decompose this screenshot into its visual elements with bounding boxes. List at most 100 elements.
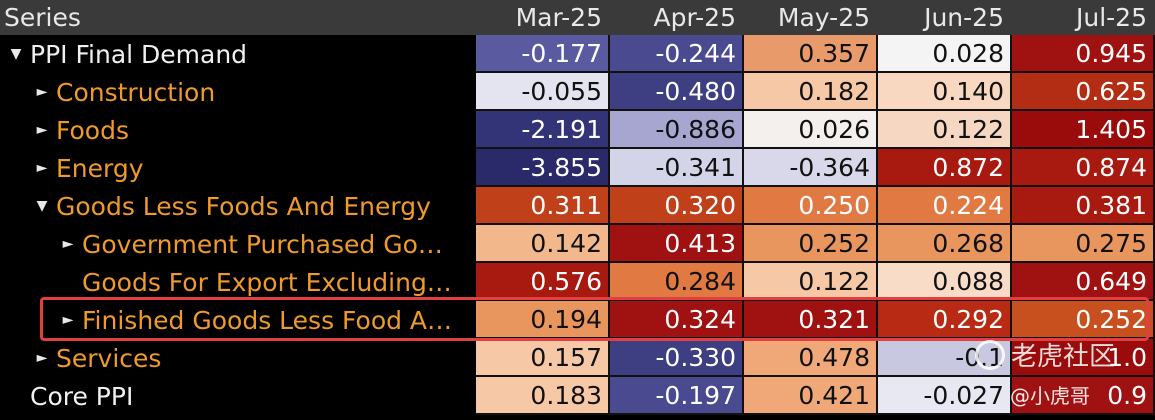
collapse-triangle-icon[interactable]: ▼: [10, 46, 22, 62]
value-cell[interactable]: -3.855: [476, 149, 610, 187]
series-label: Government Purchased Go…: [82, 229, 443, 259]
value-cell[interactable]: -0.244: [610, 35, 744, 73]
expand-triangle-icon[interactable]: ►: [36, 122, 48, 138]
value-cell[interactable]: 0.088: [878, 263, 1012, 301]
column-header-mar[interactable]: Mar-25: [515, 3, 602, 32]
value-cell[interactable]: 0.252: [1012, 301, 1155, 339]
series-label: Services: [56, 343, 162, 373]
value-cell[interactable]: -0.055: [476, 73, 610, 111]
value-cell[interactable]: 0.324: [610, 301, 744, 339]
value-cell[interactable]: 0.320: [610, 187, 744, 225]
series-name-cell[interactable]: ▼ Goods Less Foods And Energy: [0, 187, 476, 225]
column-header-jul[interactable]: Jul-25: [1076, 3, 1147, 32]
tiger-logo-icon: [975, 339, 1005, 370]
value-cell[interactable]: 0.157: [476, 339, 610, 377]
series-header[interactable]: Series: [4, 3, 81, 32]
value-cell[interactable]: 0.252: [744, 225, 878, 263]
table-row[interactable]: ► Services 0.157 -0.330 0.478 -0.1 1.0: [0, 339, 1155, 377]
table-row[interactable]: ▼ PPI Final Demand -0.177 -0.244 0.357 0.028 0…: [0, 35, 1155, 73]
series-name-cell[interactable]: ► Energy: [0, 149, 476, 187]
expand-triangle-icon[interactable]: ►: [36, 84, 48, 100]
table-row[interactable]: Core PPI 0.183 -0.197 0.421 -0.027 0.9: [0, 377, 1155, 415]
watermark-brand-text: 老虎社区: [1011, 342, 1116, 372]
value-cell[interactable]: 0.649: [1012, 263, 1155, 301]
series-label: Goods For Export Excluding…: [82, 267, 452, 297]
value-cell[interactable]: 0.122: [744, 263, 878, 301]
value-cell[interactable]: 0.413: [610, 225, 744, 263]
value-cell[interactable]: 0.028: [878, 35, 1012, 73]
table-body: ▼ PPI Final Demand -0.177 -0.244 0.357 0.028 0…: [0, 35, 1155, 415]
column-header-apr[interactable]: Apr-25: [653, 3, 736, 32]
series-label: Goods Less Foods And Energy: [56, 191, 431, 221]
value-cell[interactable]: -0.177: [476, 35, 610, 73]
value-cell[interactable]: 0.625: [1012, 73, 1155, 111]
value-cell[interactable]: 0.9: [1012, 377, 1155, 415]
series-label: Foods: [56, 115, 129, 145]
series-label: Energy: [56, 153, 144, 183]
table-row[interactable]: Goods For Export Excluding… 0.576 0.284 0.1…: [0, 263, 1155, 301]
series-name-cell[interactable]: ► Construction: [0, 73, 476, 111]
series-name-cell[interactable]: Core PPI: [0, 377, 476, 415]
value-cell[interactable]: -2.191: [476, 111, 610, 149]
value-cell[interactable]: -0.330: [610, 339, 744, 377]
value-cell[interactable]: -0.886: [610, 111, 744, 149]
expand-triangle-icon[interactable]: ►: [36, 350, 48, 366]
value-cell[interactable]: 0.292: [878, 301, 1012, 339]
value-cell[interactable]: 0.872: [878, 149, 1012, 187]
value-cell[interactable]: -0.197: [610, 377, 744, 415]
value-cell[interactable]: 0.311: [476, 187, 610, 225]
value-cell[interactable]: 0.284: [610, 263, 744, 301]
expand-triangle-icon[interactable]: ►: [36, 160, 48, 176]
value-cell[interactable]: 0.576: [476, 263, 610, 301]
value-cell[interactable]: 0.026: [744, 111, 878, 149]
value-cell[interactable]: -0.364: [744, 149, 878, 187]
series-label: Finished Goods Less Food A…: [82, 305, 453, 335]
series-name-cell[interactable]: ► Finished Goods Less Food A…: [0, 301, 476, 339]
series-label: PPI Final Demand: [30, 39, 248, 69]
watermark-brand: 老虎社区: [975, 336, 1115, 373]
column-header-jun[interactable]: Jun-25: [924, 3, 1004, 32]
table-header: Series Mar-25 Apr-25 May-25 Jun-25 Jul-2…: [0, 0, 1155, 35]
value-cell[interactable]: 0.321: [744, 301, 878, 339]
table-row[interactable]: ► Construction -0.055 -0.480 0.182 0.140 0.625: [0, 73, 1155, 111]
value-cell[interactable]: 0.250: [744, 187, 878, 225]
value-cell[interactable]: 0.122: [878, 111, 1012, 149]
series-name-cell[interactable]: ► Government Purchased Go…: [0, 225, 476, 263]
value-cell[interactable]: 0.183: [476, 377, 610, 415]
watermark-handle: @小虎哥: [1010, 384, 1090, 408]
table-row[interactable]: ► Foods -2.191 -0.886 0.026 0.122 1.405: [0, 111, 1155, 149]
value-cell[interactable]: 0.357: [744, 35, 878, 73]
table-row[interactable]: ► Energy -3.855 -0.341 -0.364 0.872 0.874: [0, 149, 1155, 187]
collapse-triangle-icon[interactable]: ▼: [36, 198, 48, 214]
series-label: Core PPI: [30, 381, 134, 411]
series-name-cell[interactable]: ► Foods: [0, 111, 476, 149]
value-cell[interactable]: 0.874: [1012, 149, 1155, 187]
table-row[interactable]: ► Finished Goods Less Food A… 0.194 0.324 0.…: [0, 301, 1155, 339]
value-cell[interactable]: 0.381: [1012, 187, 1155, 225]
table-row[interactable]: ► Government Purchased Go… 0.142 0.413 0.252…: [0, 225, 1155, 263]
series-label: Construction: [56, 77, 216, 107]
value-cell[interactable]: -0.027: [878, 377, 1012, 415]
value-cell[interactable]: 1.0: [1012, 339, 1155, 377]
value-cell[interactable]: 0.182: [744, 73, 878, 111]
value-cell[interactable]: 1.405: [1012, 111, 1155, 149]
column-header-may[interactable]: May-25: [777, 3, 870, 32]
table-row[interactable]: ▼ Goods Less Foods And Energy 0.311 0.320 0.…: [0, 187, 1155, 225]
value-cell[interactable]: 0.142: [476, 225, 610, 263]
value-cell[interactable]: 0.224: [878, 187, 1012, 225]
value-cell[interactable]: 0.194: [476, 301, 610, 339]
value-cell[interactable]: 0.275: [1012, 225, 1155, 263]
value-cell[interactable]: -0.341: [610, 149, 744, 187]
value-cell[interactable]: -0.480: [610, 73, 744, 111]
value-cell[interactable]: 0.945: [1012, 35, 1155, 73]
value-cell[interactable]: 0.140: [878, 73, 1012, 111]
series-name-cell[interactable]: Goods For Export Excluding…: [0, 263, 476, 301]
value-cell[interactable]: 0.421: [744, 377, 878, 415]
expand-triangle-icon[interactable]: ►: [62, 236, 74, 252]
series-name-cell[interactable]: ► Services: [0, 339, 476, 377]
value-cell[interactable]: 0.268: [878, 225, 1012, 263]
value-cell[interactable]: 0.478: [744, 339, 878, 377]
expand-triangle-icon[interactable]: ►: [62, 312, 74, 328]
series-name-cell[interactable]: ▼ PPI Final Demand: [0, 35, 476, 73]
